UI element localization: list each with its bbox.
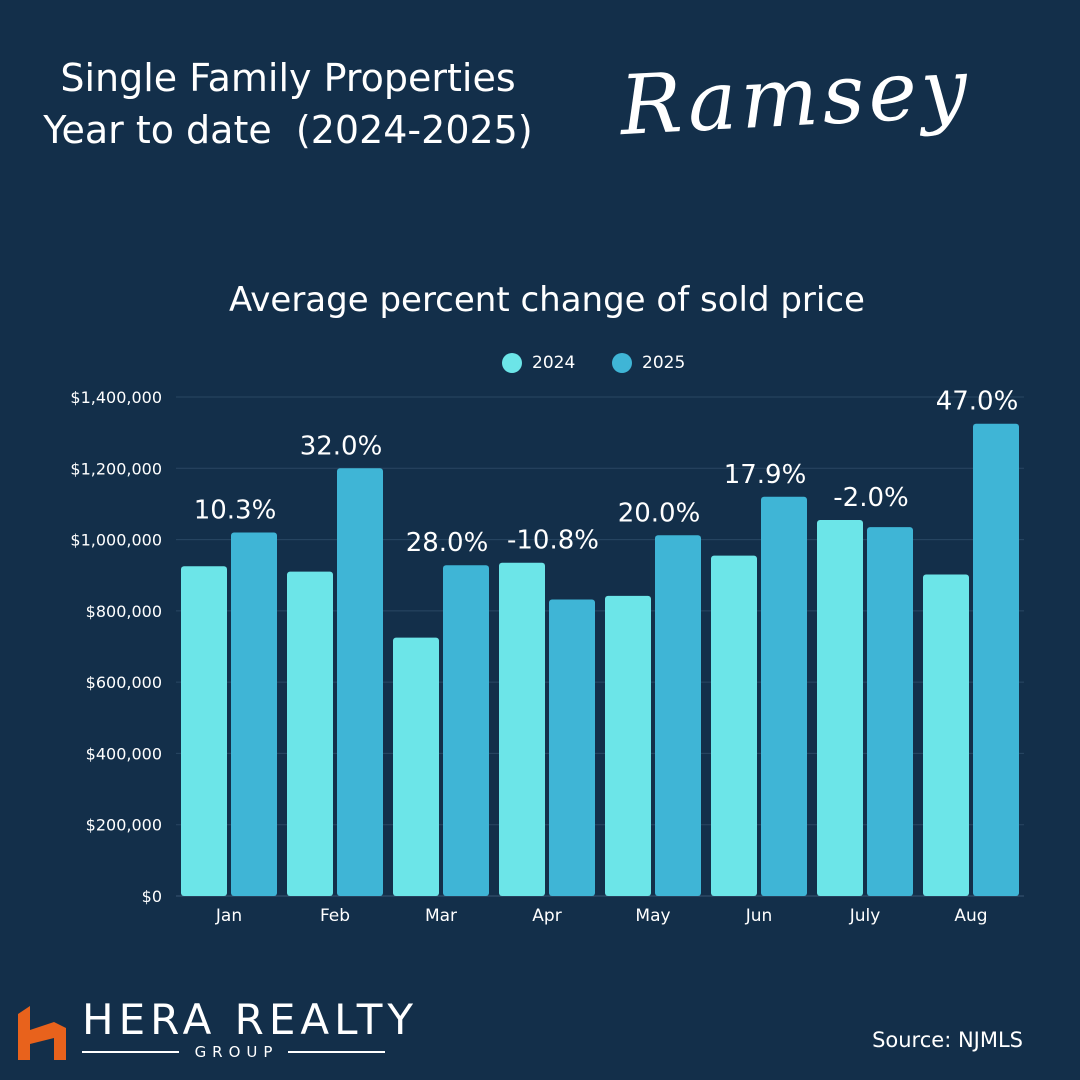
bar-2025-apr xyxy=(549,599,595,896)
logo-rule-right xyxy=(288,1051,386,1053)
title-line-2: Year to date (2024-2025) xyxy=(43,108,533,152)
x-tick-label: May xyxy=(635,906,670,926)
logo-name: HERA REALTY xyxy=(82,995,419,1044)
y-tick-label: $600,000 xyxy=(86,673,162,692)
house-logo-icon xyxy=(18,1006,66,1060)
percent-change-label: 47.0% xyxy=(936,387,1019,417)
bar-2024-mar xyxy=(393,637,439,896)
title-line-1: Single Family Properties xyxy=(60,56,516,100)
bar-2024-july xyxy=(817,519,863,896)
bar-2025-may xyxy=(655,535,701,896)
x-tick-label: Feb xyxy=(320,906,350,926)
logo-subtitle-row: GROUP xyxy=(82,1042,386,1062)
source-note: Source: NJMLS xyxy=(872,1028,1023,1052)
bar-2024-jun xyxy=(711,555,757,896)
percent-change-label: 20.0% xyxy=(618,498,701,528)
bar-2025-july xyxy=(867,527,913,896)
bar-2025-jun xyxy=(761,496,807,896)
legend-dot-2024 xyxy=(502,353,522,373)
percent-change-label: -10.8% xyxy=(507,526,599,556)
legend-item-2025: 2025 xyxy=(612,350,685,376)
chart-title: Average percent change of sold price xyxy=(229,280,865,320)
percent-change-label: 28.0% xyxy=(406,528,489,558)
bar-2025-feb xyxy=(337,468,383,896)
x-tick-label: Jan xyxy=(215,906,242,926)
legend-label-2025: 2025 xyxy=(642,353,686,373)
legend-label-2024: 2024 xyxy=(532,353,576,373)
y-tick-label: $1,000,000 xyxy=(70,531,162,550)
x-tick-label: July xyxy=(849,906,881,926)
x-tick-label: Jun xyxy=(745,906,773,926)
y-tick-label: $0 xyxy=(142,887,162,906)
percent-change-label: -2.0% xyxy=(833,483,908,513)
bar-2025-aug xyxy=(973,423,1019,896)
bar-2025-mar xyxy=(443,565,489,896)
bar-2024-jan xyxy=(181,566,227,896)
company-logo: HERA REALTY GROUP xyxy=(18,995,413,1066)
y-tick-label: $1,400,000 xyxy=(70,388,162,407)
percent-change-label: 10.3% xyxy=(194,495,277,525)
legend-dot-2025 xyxy=(612,353,632,373)
y-tick-label: $200,000 xyxy=(86,816,162,835)
y-tick-label: $800,000 xyxy=(86,602,162,621)
legend-item-2024: 2024 xyxy=(502,350,575,376)
y-tick-label: $400,000 xyxy=(86,744,162,763)
x-tick-label: Aug xyxy=(954,906,987,926)
bar-2024-apr xyxy=(499,562,545,896)
chart-legend: 2024 2025 xyxy=(0,350,1080,376)
logo-rule-left xyxy=(82,1051,179,1053)
x-tick-label: Apr xyxy=(532,906,561,926)
page-heading: Single Family Properties Year to date (2… xyxy=(18,52,558,156)
x-tick-label: Mar xyxy=(425,906,457,926)
bar-2024-may xyxy=(605,595,651,896)
y-tick-label: $1,200,000 xyxy=(70,459,162,478)
bar-2025-jan xyxy=(231,532,277,896)
percent-change-label: 32.0% xyxy=(300,431,383,461)
bar-2024-feb xyxy=(287,571,333,896)
percent-change-label: 17.9% xyxy=(724,460,807,490)
logo-subtitle: GROUP xyxy=(194,1043,279,1061)
bar-2024-aug xyxy=(923,574,969,896)
